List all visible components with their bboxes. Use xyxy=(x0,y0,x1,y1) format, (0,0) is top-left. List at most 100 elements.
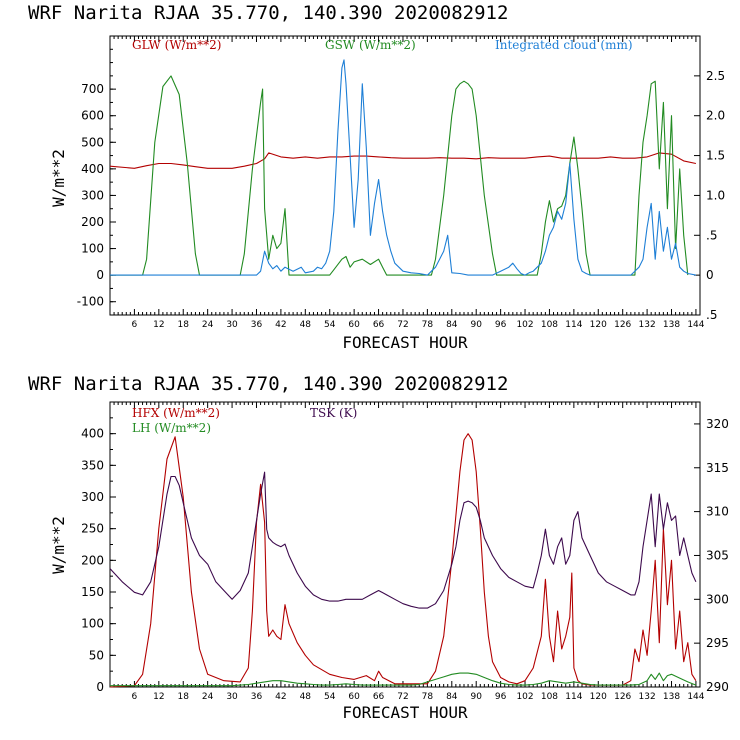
y2-tick-label: 2.5 xyxy=(706,69,725,83)
x-tick-label: 114 xyxy=(565,692,582,702)
x-tick-label: 138 xyxy=(663,320,680,330)
legend-lh: LH (W/m**2) xyxy=(132,421,211,435)
x-tick-label: 12 xyxy=(153,692,164,702)
x-tick-label: 120 xyxy=(590,320,607,330)
y2-tick-label: 290 xyxy=(706,680,729,694)
y-tick-label: 150 xyxy=(81,585,104,599)
flux-skin-temp-panel: WRF Narita RJAA 35.770, 140.390 20200829… xyxy=(28,373,729,722)
y-tick-label: 600 xyxy=(81,109,104,123)
x-tick-label: 120 xyxy=(590,692,607,702)
y-tick-label: 100 xyxy=(81,242,104,256)
x-tick-label: 72 xyxy=(397,692,408,702)
x-tick-label: 54 xyxy=(324,692,336,702)
panel2-series-group xyxy=(109,433,697,688)
x-tick-label: 24 xyxy=(202,692,214,702)
x-tick-label: 36 xyxy=(251,320,263,330)
y-tick-label: 200 xyxy=(81,553,104,567)
x-tick-label: 84 xyxy=(446,320,458,330)
panel2-x-axis-label: FORECAST HOUR xyxy=(342,703,468,722)
series-line-integrated-cloud-mm xyxy=(110,59,697,276)
panel2-x-axis: 6 12 18 24 30 36 42 48 54 60 66 72 78 84 90 96 102 108 114… xyxy=(109,402,705,702)
x-tick-label: 144 xyxy=(687,692,704,702)
x-tick-label: 18 xyxy=(178,692,190,702)
x-tick-label: 66 xyxy=(373,320,385,330)
y-tick-label: 250 xyxy=(81,522,104,536)
y-tick-label: 0 xyxy=(96,268,104,282)
legend-hfx: HFX (W/m**2) xyxy=(132,406,220,420)
x-tick-label: 96 xyxy=(495,692,507,702)
x-tick-label: 6 xyxy=(132,320,138,330)
x-tick-label: 126 xyxy=(614,320,631,330)
x-tick-label: 90 xyxy=(470,692,482,702)
x-tick-label: 96 xyxy=(495,320,507,330)
y2-tick-label: 320 xyxy=(706,417,729,431)
panel2-right-axis: 290 295 300 305 310 315 320 xyxy=(694,417,729,694)
y2-tick-label: .5 xyxy=(706,308,717,322)
series-line-lh-w-m xyxy=(110,672,697,687)
x-tick-label: 78 xyxy=(422,320,434,330)
x-tick-label: 60 xyxy=(348,692,360,702)
y-tick-label: 100 xyxy=(81,617,104,631)
x-tick-label: 102 xyxy=(516,320,533,330)
y-tick-label: 400 xyxy=(81,427,104,441)
y2-tick-label: 305 xyxy=(706,548,729,562)
x-tick-label: 12 xyxy=(153,320,164,330)
x-tick-label: 42 xyxy=(275,320,286,330)
x-tick-label: 114 xyxy=(565,320,582,330)
legend-integrated-cloud: Integrated cloud (mm) xyxy=(495,38,633,52)
x-tick-label: 30 xyxy=(226,692,238,702)
panel1-series-group xyxy=(109,59,697,276)
x-tick-label: 54 xyxy=(324,320,336,330)
y-tick-label: 700 xyxy=(81,82,104,96)
series-line-gsw-w-m xyxy=(110,75,689,276)
panel1-right-axis: .5 0 .5 1.0 1.5 2.0 2.5 xyxy=(694,69,725,322)
legend-glw: GLW (W/m**2) xyxy=(132,38,221,52)
y2-tick-label: 2.0 xyxy=(706,109,725,123)
x-tick-label: 126 xyxy=(614,692,631,702)
panel1-x-axis-label: FORECAST HOUR xyxy=(342,333,468,352)
y-tick-label: -100 xyxy=(77,295,104,309)
y2-tick-label: 1.0 xyxy=(706,188,725,202)
y-tick-label: 300 xyxy=(81,490,104,504)
panel2-left-axis: 0 50 100 150 200 250 300 350 400 xyxy=(81,401,116,694)
x-tick-label: 132 xyxy=(639,320,656,330)
x-tick-label: 66 xyxy=(373,692,385,702)
x-tick-label: 132 xyxy=(639,692,656,702)
y2-tick-label: 1.5 xyxy=(706,149,725,163)
y-tick-label: 500 xyxy=(81,135,104,149)
radiation-cloud-panel: WRF Narita RJAA 35.770, 140.390 20200829… xyxy=(28,2,725,352)
panel2-title: WRF Narita RJAA 35.770, 140.390 20200829… xyxy=(28,373,508,395)
y2-tick-label: 0 xyxy=(706,268,714,282)
x-tick-label: 30 xyxy=(226,320,238,330)
panel1-x-axis: 6 12 18 24 30 36 42 48 54 60 66 72 78 84 90 96 102 108 114… xyxy=(109,36,705,330)
y2-tick-label: 300 xyxy=(706,592,729,606)
x-tick-label: 60 xyxy=(348,320,360,330)
x-tick-label: 84 xyxy=(446,692,458,702)
series-line-hfx-w-m xyxy=(109,433,697,688)
panel2-y-axis-label: W/m**2 xyxy=(49,516,68,574)
x-tick-label: 42 xyxy=(275,692,286,702)
y2-tick-label: .5 xyxy=(706,228,717,242)
x-tick-label: 48 xyxy=(300,320,312,330)
y-tick-label: 0 xyxy=(96,680,104,694)
panel1-y-axis-label: W/m**2 xyxy=(49,149,68,207)
x-tick-label: 6 xyxy=(132,692,138,702)
panel1-plot-frame xyxy=(109,35,701,316)
x-tick-label: 108 xyxy=(541,692,558,702)
x-tick-label: 144 xyxy=(687,320,704,330)
x-tick-label: 36 xyxy=(251,692,263,702)
y-tick-label: 200 xyxy=(81,215,104,229)
y2-tick-label: 295 xyxy=(706,636,729,650)
y2-tick-label: 315 xyxy=(706,461,729,475)
x-tick-label: 102 xyxy=(516,692,533,702)
legend-gsw: GSW (W/m**2) xyxy=(325,38,416,52)
x-tick-label: 72 xyxy=(397,320,408,330)
x-tick-label: 18 xyxy=(178,320,190,330)
x-tick-label: 48 xyxy=(300,692,312,702)
y-tick-label: 300 xyxy=(81,188,104,202)
x-tick-label: 24 xyxy=(202,320,214,330)
x-tick-label: 90 xyxy=(470,320,482,330)
x-tick-label: 108 xyxy=(541,320,558,330)
panel1-title: WRF Narita RJAA 35.770, 140.390 20200829… xyxy=(28,2,508,24)
